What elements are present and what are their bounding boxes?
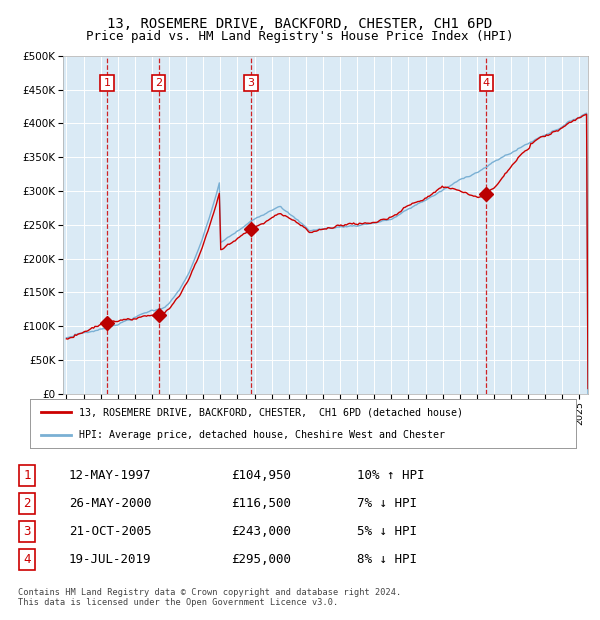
Text: 13, ROSEMERE DRIVE, BACKFORD, CHESTER,  CH1 6PD (detached house): 13, ROSEMERE DRIVE, BACKFORD, CHESTER, C… [79, 407, 463, 417]
Text: 3: 3 [248, 78, 254, 88]
Text: 10% ↑ HPI: 10% ↑ HPI [357, 469, 425, 482]
Text: 1: 1 [23, 469, 31, 482]
Text: 4: 4 [23, 553, 31, 566]
Text: 26-MAY-2000: 26-MAY-2000 [69, 497, 151, 510]
Text: HPI: Average price, detached house, Cheshire West and Chester: HPI: Average price, detached house, Ches… [79, 430, 445, 440]
Text: 1: 1 [103, 78, 110, 88]
Text: 2: 2 [23, 497, 31, 510]
Text: 8% ↓ HPI: 8% ↓ HPI [357, 553, 417, 566]
Text: Contains HM Land Registry data © Crown copyright and database right 2024.
This d: Contains HM Land Registry data © Crown c… [18, 588, 401, 607]
Text: 19-JUL-2019: 19-JUL-2019 [69, 553, 151, 566]
Text: £116,500: £116,500 [231, 497, 291, 510]
Text: £243,000: £243,000 [231, 525, 291, 538]
Text: 3: 3 [23, 525, 31, 538]
Text: 12-MAY-1997: 12-MAY-1997 [69, 469, 151, 482]
Text: 7% ↓ HPI: 7% ↓ HPI [357, 497, 417, 510]
Text: Price paid vs. HM Land Registry's House Price Index (HPI): Price paid vs. HM Land Registry's House … [86, 30, 514, 43]
Text: 21-OCT-2005: 21-OCT-2005 [69, 525, 151, 538]
Text: 2: 2 [155, 78, 163, 88]
Text: £104,950: £104,950 [231, 469, 291, 482]
Text: 13, ROSEMERE DRIVE, BACKFORD, CHESTER, CH1 6PD: 13, ROSEMERE DRIVE, BACKFORD, CHESTER, C… [107, 17, 493, 32]
Text: 4: 4 [482, 78, 490, 88]
Text: £295,000: £295,000 [231, 553, 291, 566]
Text: 5% ↓ HPI: 5% ↓ HPI [357, 525, 417, 538]
